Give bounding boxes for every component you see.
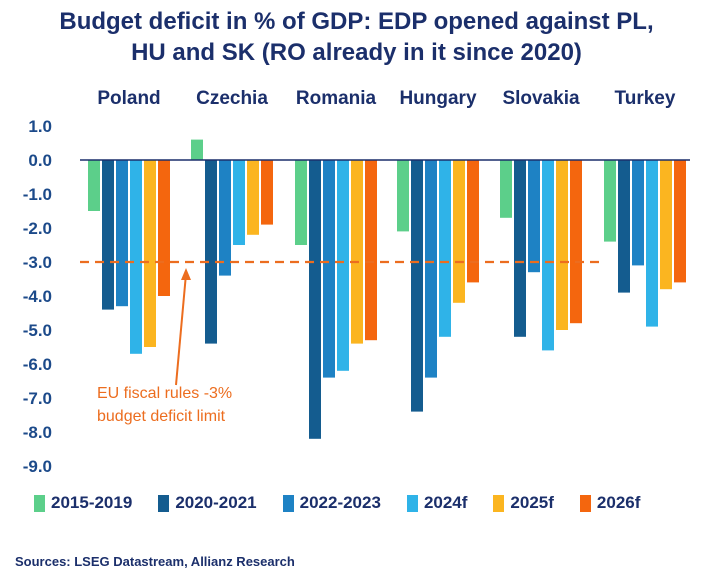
annotation-text-line-2: budget deficit limit — [97, 408, 226, 425]
bar-hungary-2025f — [453, 160, 465, 303]
legend-label: 2025f — [510, 493, 554, 512]
bar-turkey-2020-2021 — [618, 160, 630, 293]
bar-slovakia-2015-2019 — [500, 160, 512, 218]
bar-slovakia-2026f — [570, 160, 582, 324]
bar-czechia-2024f — [233, 160, 245, 245]
y-axis-ticks: 1.0 0.0 -1.0 -2.0 -3.0 -4.0 -5.0 -6.0 -7.0 -8.0 -9… — [23, 117, 52, 476]
legend-label: 2026f — [596, 493, 641, 512]
legend-label: 2024f — [423, 493, 468, 512]
source-note: Sources: LSEG Datastream, Allianz Resear… — [15, 554, 295, 569]
bars-layer — [88, 139, 686, 439]
bar-romania-2020-2021 — [309, 160, 321, 439]
bar-hungary-2026f — [467, 160, 479, 283]
legend-item-2024f: 2024f — [406, 493, 468, 513]
legend-swatch — [282, 494, 294, 512]
chart-title-line-1: Budget deficit in % of GDP: EDP opened a… — [59, 8, 654, 35]
category-label-turkey: Turkey — [615, 88, 676, 109]
bar-romania-2015-2019 — [295, 160, 307, 245]
eu-limit-annotation: EU fiscal rules -3% budget deficit limit — [97, 268, 232, 425]
bar-poland-2020-2021 — [102, 160, 114, 310]
chart-title: Budget deficit in % of GDP: EDP opened a… — [0, 6, 713, 68]
category-label-hungary: Hungary — [399, 88, 477, 109]
category-label-slovakia: Slovakia — [502, 88, 580, 109]
y-tick-label: 1.0 — [28, 117, 52, 136]
annotation-arrow-head — [181, 268, 191, 280]
bar-poland-2026f — [158, 160, 170, 296]
bar-poland-2022-2023 — [116, 160, 128, 307]
bar-romania-2022-2023 — [323, 160, 335, 378]
bar-czechia-2020-2021 — [205, 160, 217, 344]
category-label-czechia: Czechia — [196, 88, 268, 109]
legend-item-2025f: 2025f — [493, 493, 554, 513]
bar-turkey-2015-2019 — [604, 160, 616, 242]
bar-poland-2025f — [144, 160, 156, 347]
legend-label: 2015-2019 — [51, 493, 133, 512]
annotation-text-line-1: EU fiscal rules -3% — [97, 385, 232, 402]
bar-turkey-2022-2023 — [632, 160, 644, 266]
annotation-arrow-line — [175, 273, 187, 386]
bar-turkey-2025f — [660, 160, 672, 290]
legend-swatch — [158, 494, 170, 512]
chart-legend: 2015-2019 2020-2021 2022-2023 2024f 2025f 202… — [34, 489, 704, 517]
bar-slovakia-2020-2021 — [514, 160, 526, 337]
bar-hungary-2015-2019 — [397, 160, 409, 232]
category-labels: Poland Czechia Romania Hungary Slovakia Turke… — [97, 88, 676, 109]
legend-swatch — [406, 494, 418, 512]
legend-item-2026f: 2026f — [579, 493, 641, 513]
bar-slovakia-2024f — [542, 160, 554, 351]
y-tick-label: -3.0 — [23, 253, 52, 272]
legend-swatch — [34, 494, 45, 512]
legend-swatch — [493, 494, 505, 512]
y-tick-label: -7.0 — [23, 389, 52, 408]
y-tick-label: -9.0 — [23, 457, 52, 476]
bar-hungary-2022-2023 — [425, 160, 437, 378]
bar-romania-2024f — [337, 160, 349, 371]
bar-czechia-2025f — [247, 160, 259, 235]
legend-swatch — [579, 494, 591, 512]
bar-slovakia-2025f — [556, 160, 568, 330]
category-label-romania: Romania — [296, 88, 377, 109]
y-tick-label: -8.0 — [23, 423, 52, 442]
legend-item-2022-2023: 2022-2023 — [282, 493, 381, 513]
chart-title-line-2: HU and SK (RO already in it since 2020) — [131, 39, 582, 66]
y-tick-label: 0.0 — [28, 151, 52, 170]
legend-item-2015-2019: 2015-2019 — [34, 493, 132, 513]
bar-poland-2015-2019 — [88, 160, 100, 211]
bar-poland-2024f — [130, 160, 142, 354]
category-label-poland: Poland — [97, 88, 160, 109]
y-tick-label: -4.0 — [23, 287, 52, 306]
legend-label: 2020-2021 — [175, 493, 257, 512]
bar-turkey-2024f — [646, 160, 658, 327]
y-tick-label: -6.0 — [23, 355, 52, 374]
bar-slovakia-2022-2023 — [528, 160, 540, 273]
bar-romania-2025f — [351, 160, 363, 344]
legend-item-2020-2021: 2020-2021 — [158, 493, 257, 513]
legend-label: 2022-2023 — [299, 493, 381, 512]
y-tick-label: -1.0 — [23, 185, 52, 204]
bar-czechia-2015-2019 — [191, 139, 203, 160]
bar-hungary-2020-2021 — [411, 160, 423, 412]
y-tick-label: -5.0 — [23, 321, 52, 340]
bar-romania-2026f — [365, 160, 377, 341]
bar-czechia-2026f — [261, 160, 273, 225]
bar-czechia-2022-2023 — [219, 160, 231, 276]
bar-turkey-2026f — [674, 160, 686, 283]
bar-hungary-2024f — [439, 160, 451, 337]
y-tick-label: -2.0 — [23, 219, 52, 238]
